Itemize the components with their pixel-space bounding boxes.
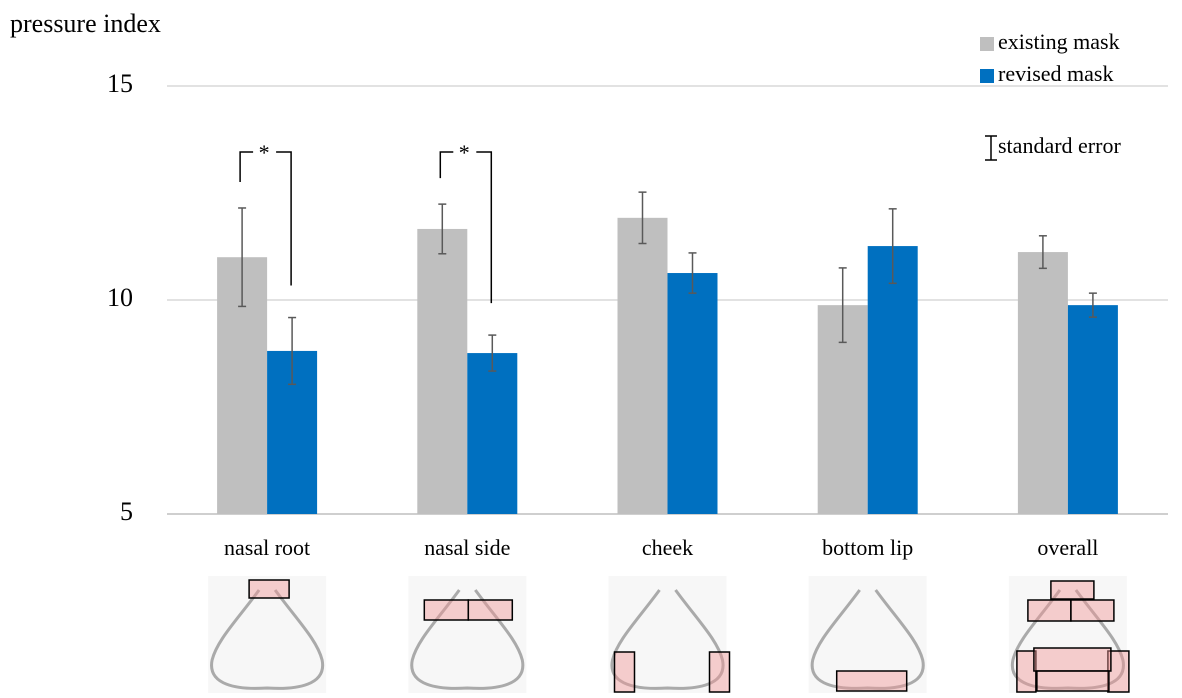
bar [417, 228, 468, 514]
x-tick-label: overall [1037, 535, 1098, 560]
mask-outline [1010, 589, 1125, 690]
mask-image-bg [208, 576, 327, 693]
mask-region [1027, 599, 1072, 622]
mask-region [1033, 647, 1112, 672]
error-bar [1088, 292, 1097, 318]
legend-swatch [980, 69, 994, 83]
mask-region [1036, 670, 1110, 692]
significance-bracket [239, 151, 292, 286]
bar [467, 353, 518, 514]
legend-swatch [980, 37, 994, 51]
legend-label: standard error [998, 133, 1121, 158]
mask-region [1016, 650, 1037, 693]
legend-label: existing mask [998, 29, 1120, 54]
bar [667, 273, 718, 514]
bar [617, 217, 668, 514]
mask-outline [810, 589, 925, 690]
x-tick-label: nasal side [424, 535, 510, 560]
bar [1017, 252, 1068, 514]
error-bar [838, 267, 847, 344]
x-tick-label: nasal root [224, 535, 310, 560]
error-bar [438, 203, 447, 255]
y-tick-label: 10 [107, 283, 133, 312]
significance-label: * [459, 140, 470, 165]
mask-region [708, 651, 731, 693]
mask-region [613, 651, 636, 693]
mask-region [248, 579, 290, 599]
mask-region [1050, 580, 1095, 600]
error-bar [638, 191, 647, 245]
mask-outline [610, 589, 725, 690]
mask-outline [410, 589, 525, 690]
significance-label: * [259, 140, 270, 165]
y-tick-label: 5 [120, 497, 133, 526]
mask-region [423, 599, 470, 621]
mask-region [1070, 599, 1115, 622]
mask-outline [210, 589, 325, 690]
bar [1067, 305, 1118, 514]
significance-bracket [439, 151, 493, 304]
bar [867, 246, 918, 514]
error-bar [1038, 235, 1047, 270]
error-bar [688, 252, 697, 294]
error-bar [288, 316, 297, 386]
error-bar [488, 334, 497, 372]
mask-region [835, 670, 908, 692]
mask-image-bg [408, 576, 527, 693]
mask-region [467, 599, 514, 621]
legend-error-icon [985, 135, 997, 161]
y-axis-label: pressure index [10, 9, 161, 38]
legend-label: revised mask [998, 61, 1113, 86]
x-tick-label: cheek [642, 535, 693, 560]
x-tick-label: bottom lip [822, 535, 913, 560]
mask-image-bg [608, 576, 727, 693]
error-bar [238, 207, 247, 308]
error-bar [888, 208, 897, 285]
y-tick-label: 15 [107, 69, 133, 98]
